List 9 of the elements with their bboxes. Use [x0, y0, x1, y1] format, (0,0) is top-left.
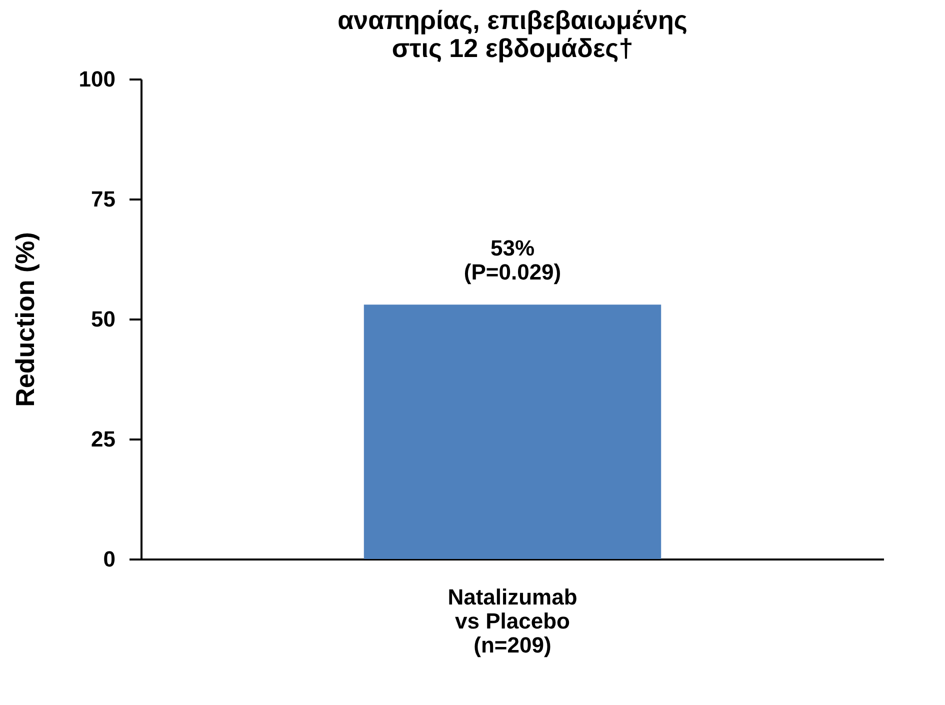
y-axis-title: Reduction (%) — [10, 232, 40, 407]
chart-title: αναπηρίας, επιβεβαιωμένης στις 12 εβδομάδες† — [338, 5, 688, 63]
data-label: 53% (P=0.029) — [464, 236, 562, 285]
y-tick-label: 25 — [91, 426, 116, 452]
y-tick-label: 50 — [91, 306, 116, 332]
y-tick-label: 75 — [91, 186, 116, 212]
y-tick-label: 0 — [103, 546, 116, 572]
x-tick-label: Natalizumab vs Placebo (n=209) — [448, 584, 578, 658]
y-tick-label: 100 — [78, 66, 116, 92]
